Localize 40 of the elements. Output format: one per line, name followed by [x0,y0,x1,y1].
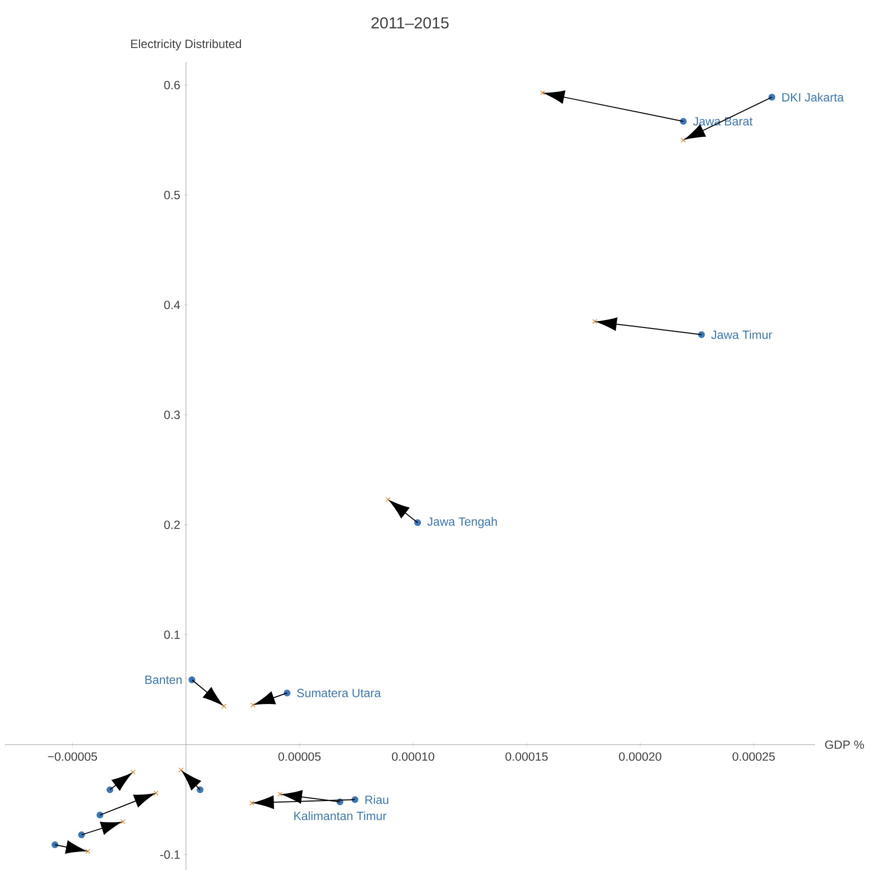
x-tick-label: 0.00025 [732,752,775,761]
point [284,690,290,696]
y-tick-label: 0.3 [164,410,180,420]
point [221,704,226,709]
y-tick-label: 0.1 [164,630,180,639]
point [249,800,254,806]
point [277,792,283,797]
point [680,138,686,143]
point [540,90,546,96]
annotation: Jawa Barat [693,117,753,126]
point [592,318,598,324]
x-tick-label: −0.00005 [48,752,98,761]
point [85,848,90,854]
y-axis-title: Electricity Distributed [131,39,241,50]
annotation: Jawa Timur [711,330,772,340]
point [154,790,159,796]
annotation: Banten [145,676,182,684]
point [250,702,256,708]
point [120,819,126,824]
annotation: Jawa Tengah [427,517,497,528]
x-tick-label: 0.00020 [619,752,662,761]
point [680,118,687,125]
y-tick-label: 0.4 [164,300,180,310]
point [130,770,136,775]
point [96,812,104,818]
annotation: Riau [365,795,388,804]
point [386,497,391,502]
y-tick-label: 0.6 [164,80,180,90]
x-tick-label: 0.00015 [505,752,548,761]
y-tick-label: 0.5 [164,190,180,200]
chart-title: 2011–2015 [372,17,449,28]
x-axis-title: GDP % [825,740,864,749]
y-tick-label: 0.2 [164,520,180,530]
annotation: Kalimantan Timur [294,811,386,820]
x-tick-label: 0.00005 [278,752,321,761]
y-tick-label: -0.1 [160,850,180,859]
x-tick-label: 0.00010 [392,752,434,761]
point [178,767,184,772]
annotation: Sumatera Utara [297,688,381,698]
annotation: DKI Jakarta [782,92,844,102]
